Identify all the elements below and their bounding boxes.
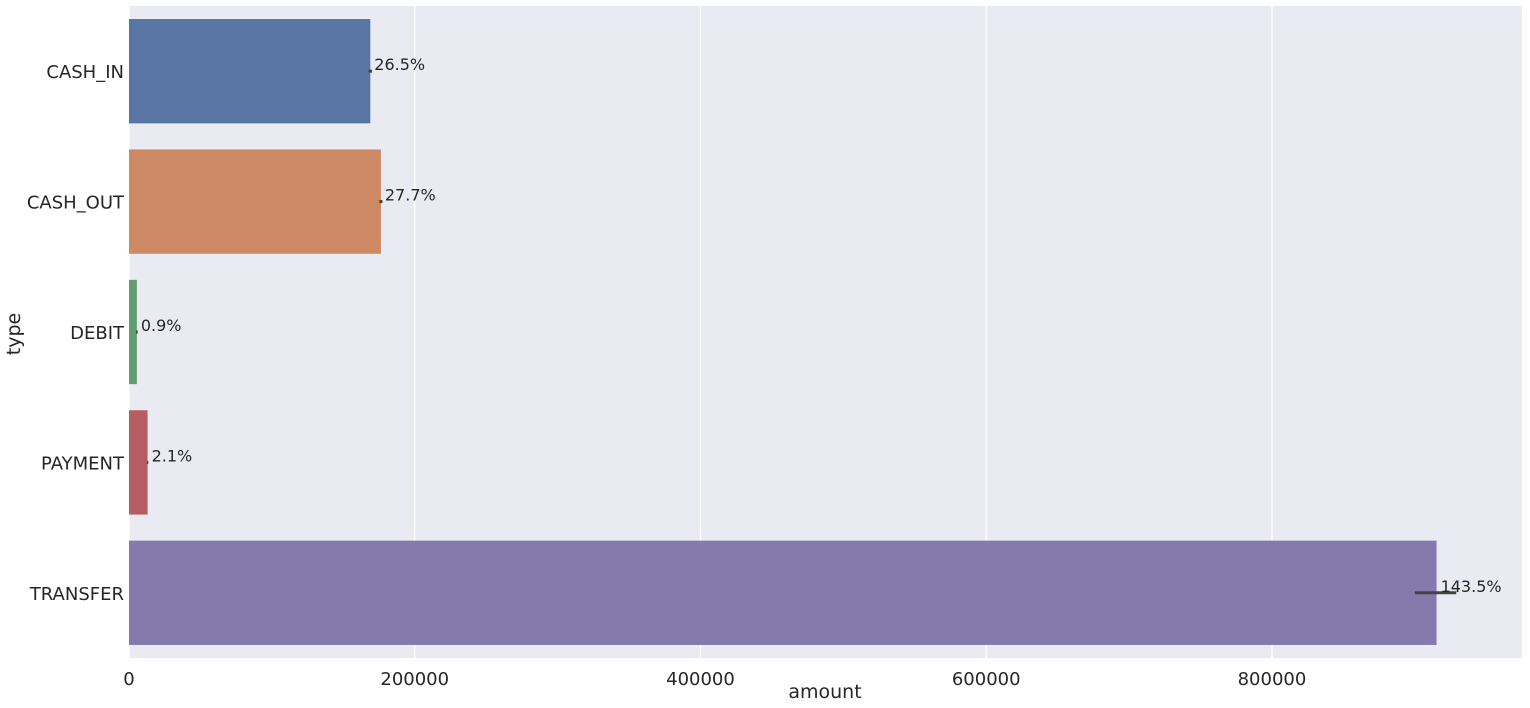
y-tick-label: CASH_IN [46,62,124,83]
bar [129,540,1437,645]
x-tick-label: 0 [123,669,134,690]
bar [129,410,148,515]
x-tick-label: 800000 [1238,669,1307,690]
bar-value-label: 2.1% [152,446,193,465]
bar-value-label: 26.5% [374,55,425,74]
y-tick-label: TRANSFER [29,584,124,605]
bar [129,149,381,254]
x-tick-label: 400000 [666,669,735,690]
x-axis-title: amount [788,681,861,703]
y-tick-label: PAYMENT [41,453,125,474]
bar [129,19,371,124]
y-tick-label: CASH_OUT [27,193,125,214]
bar-value-label: 0.9% [141,316,182,335]
data-labels: 26.5% 27.7% 0.9% 2.1% 143.5% [141,55,1502,596]
x-tick-label: 200000 [380,669,449,690]
y-tick-labels: CASH_IN CASH_OUT DEBIT PAYMENT TRANSFER [27,62,125,605]
x-tick-labels: 0 200000 400000 600000 800000 [123,669,1306,690]
bar-value-label: 143.5% [1441,577,1502,596]
y-tick-label: DEBIT [70,323,125,344]
y-axis-title: type [3,313,25,355]
error-bars [136,69,1457,595]
bars [129,19,1437,645]
bar [129,279,137,385]
x-tick-label: 600000 [952,669,1021,690]
bar-value-label: 27.7% [385,186,436,205]
